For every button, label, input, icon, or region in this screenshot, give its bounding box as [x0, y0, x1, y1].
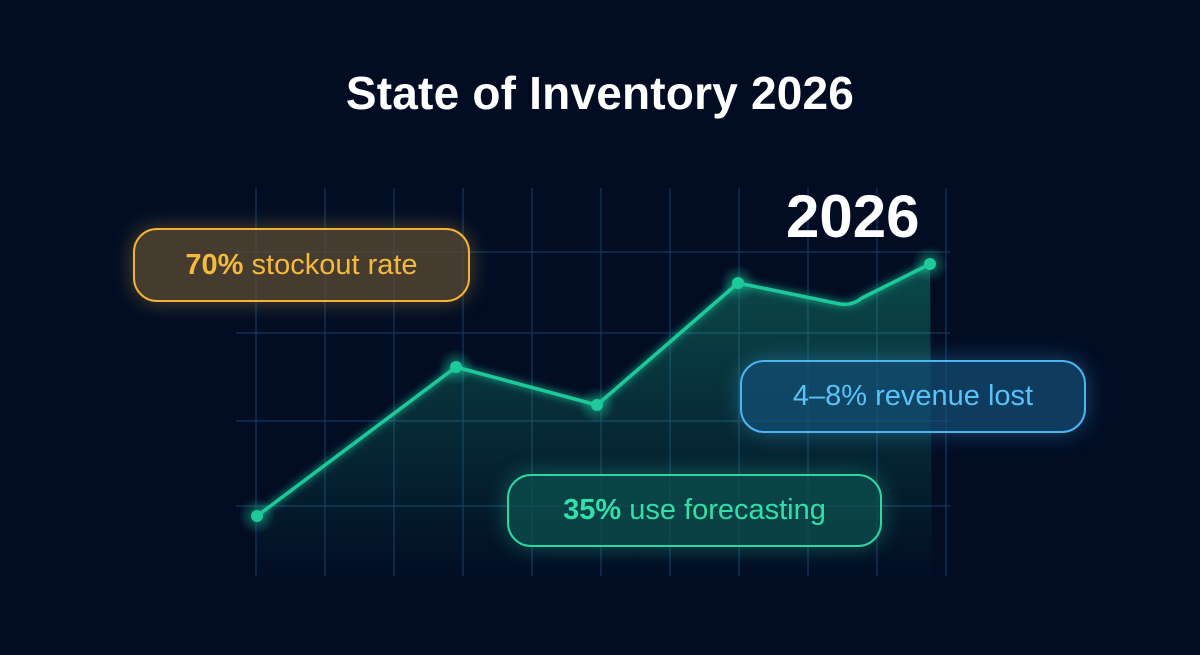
callout-text: use forecasting	[621, 494, 826, 526]
revenue-lost-callout: 4–8% revenue lost	[740, 360, 1086, 433]
callout-value: 35%	[563, 494, 622, 526]
forecasting-callout: 35% use forecasting	[507, 474, 882, 547]
trend-line	[255, 262, 931, 518]
callout-text: 4–8% revenue lost	[792, 380, 1034, 412]
callout-value: 70%	[185, 248, 244, 281]
data-points	[251, 258, 936, 522]
stockout-rate-callout: 70% stockout rate	[133, 228, 470, 302]
page-title: State of Inventory 2026	[345, 67, 855, 119]
year-label: 2026	[786, 183, 920, 250]
callout-text: stockout rate	[243, 248, 418, 281]
